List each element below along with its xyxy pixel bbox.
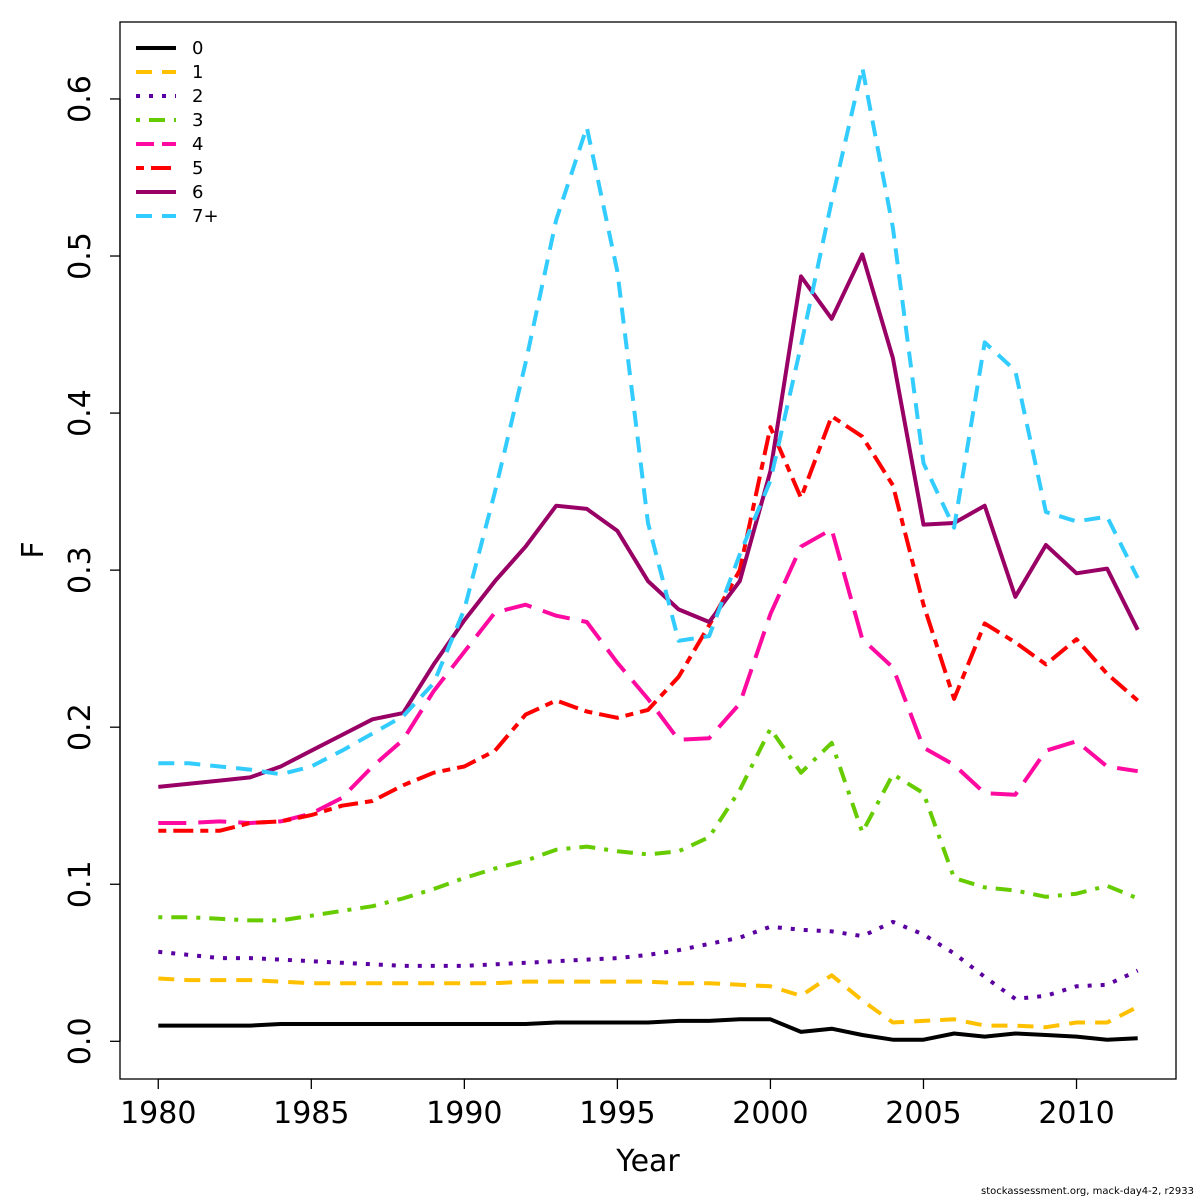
y-axis: 0.0 0.1 0.2 0.3 0.4 0.5 0.6 xyxy=(63,75,121,1065)
x-tick-label: 2005 xyxy=(885,1096,961,1131)
plot-frame xyxy=(119,21,1177,1080)
series-line-1 xyxy=(158,973,1139,1030)
legend-label: 5 xyxy=(192,158,203,179)
x-tick-label: 2010 xyxy=(1038,1096,1114,1131)
series-line-3 xyxy=(158,726,1139,923)
series-line-4 xyxy=(158,527,1139,825)
x-axis-title: Year xyxy=(615,1144,680,1179)
y-axis-title: F xyxy=(16,541,51,558)
series-layer xyxy=(158,65,1140,1042)
y-tick-label: 0.3 xyxy=(63,546,98,594)
series-line-2 xyxy=(158,919,1139,1001)
y-tick-label: 0.1 xyxy=(63,860,98,908)
y-tick-label: 0.6 xyxy=(63,75,98,123)
legend-label: 4 xyxy=(192,134,203,155)
legend-label: 1 xyxy=(192,62,203,83)
legend-label: 0 xyxy=(192,38,203,59)
series-line-7plus xyxy=(158,65,1140,777)
x-tick-label: 2000 xyxy=(732,1096,808,1131)
series-line-6 xyxy=(158,252,1140,789)
x-tick-label: 1995 xyxy=(579,1096,655,1131)
legend-label: 2 xyxy=(192,86,203,107)
footnote: stockassessment.org, mack-day4-2, r2933 xyxy=(981,1186,1194,1197)
series-line-5 xyxy=(158,414,1140,833)
x-tick-label: 1985 xyxy=(273,1096,349,1131)
series-line-0 xyxy=(158,1017,1138,1042)
legend-label: 3 xyxy=(192,110,203,131)
y-tick-label: 0.0 xyxy=(63,1017,98,1065)
legend-label: 6 xyxy=(192,182,203,203)
x-axis: 1980 1985 1990 1995 2000 2005 2010 xyxy=(120,1078,1115,1131)
legend-label: 7+ xyxy=(192,206,219,227)
y-tick-label: 0.5 xyxy=(63,232,98,280)
legend: 0 1 2 3 4 5 6 7+ xyxy=(136,38,219,227)
x-tick-label: 1980 xyxy=(120,1096,196,1131)
y-tick-label: 0.4 xyxy=(63,389,98,437)
y-tick-label: 0.2 xyxy=(63,703,98,751)
x-tick-label: 1990 xyxy=(426,1096,502,1131)
